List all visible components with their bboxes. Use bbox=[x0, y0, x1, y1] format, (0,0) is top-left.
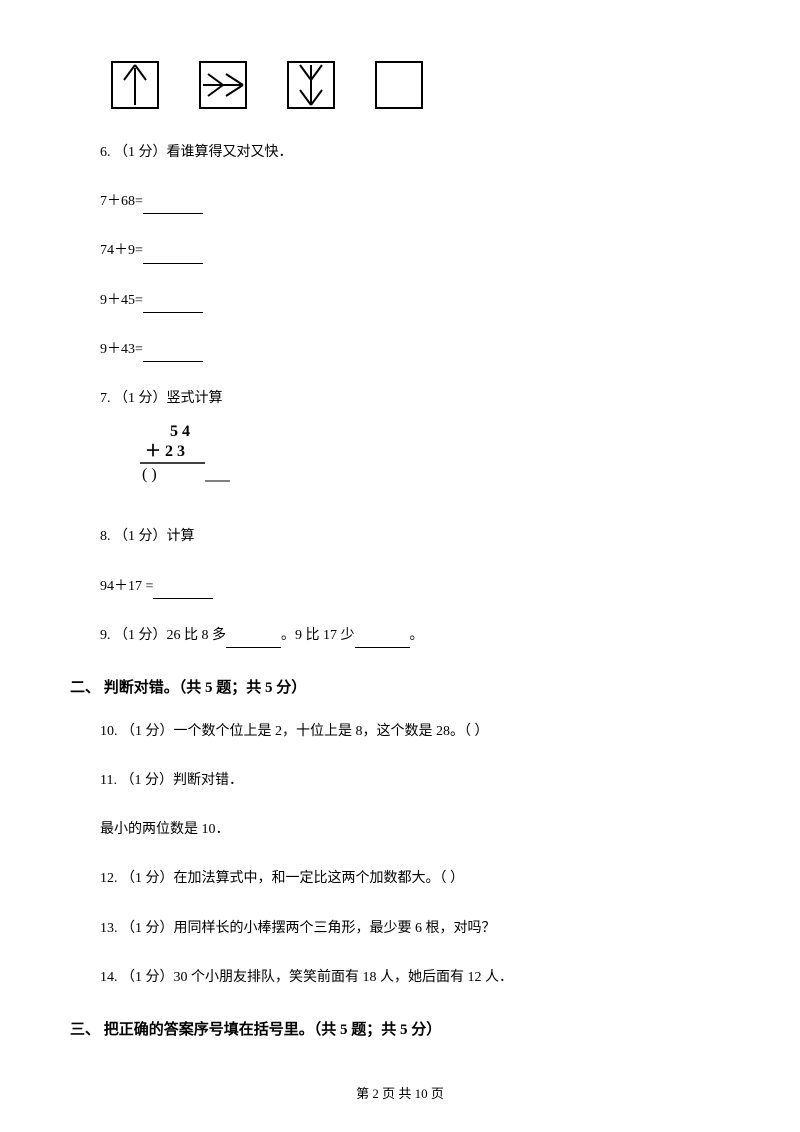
q8-label: 8. （1 分）计算 bbox=[100, 524, 730, 549]
question-11: 11. （1 分）判断对错． bbox=[100, 768, 730, 793]
calc-top: 5 4 bbox=[170, 423, 190, 440]
q11-text: 最小的两位数是 10． bbox=[100, 817, 730, 842]
question-14: 14. （1 分）30 个小朋友排队，笑笑前面有 18 人，她后面有 12 人． bbox=[100, 965, 730, 990]
q6-calc1: 7＋68= bbox=[100, 189, 730, 214]
question-7: 7. （1 分）竖式计算 5 4 ＋ 2 3 ( ) bbox=[100, 386, 730, 500]
blank-input[interactable] bbox=[153, 583, 213, 599]
blank-input[interactable] bbox=[143, 248, 203, 264]
question-8: 8. （1 分）计算 bbox=[100, 524, 730, 549]
q6-calc4: 9＋43= bbox=[100, 337, 730, 362]
vertical-calculation: 5 4 ＋ 2 3 ( ) bbox=[130, 421, 730, 500]
q6-calc2: 74＋9= bbox=[100, 238, 730, 263]
blank-input[interactable] bbox=[143, 297, 203, 313]
arrow-up-icon bbox=[110, 60, 160, 110]
blank-input[interactable] bbox=[355, 632, 410, 648]
empty-box-icon bbox=[374, 60, 424, 110]
calc-bottom: ＋ 2 3 bbox=[145, 443, 185, 460]
question-12: 12. （1 分）在加法算式中，和一定比这两个加数都大。（ ） bbox=[100, 866, 730, 891]
question-13: 13. （1 分）用同样长的小棒摆两个三角形，最少要 6 根，对吗？ bbox=[100, 916, 730, 941]
q6-label: 6. （1 分）看谁算得又对又快． bbox=[100, 140, 730, 165]
section-2-header: 二、 判断对错。（共 5 题；共 5 分） bbox=[70, 676, 730, 697]
blank-input[interactable] bbox=[226, 632, 281, 648]
q8-calc: 94＋17 = bbox=[100, 574, 730, 599]
question-10: 10. （1 分）一个数个位上是 2，十位上是 8，这个数是 28。（ ） bbox=[100, 719, 730, 744]
question-6: 6. （1 分）看谁算得又对又快． bbox=[100, 140, 730, 165]
blank-input[interactable] bbox=[143, 346, 203, 362]
q11-label: 11. （1 分）判断对错． bbox=[100, 768, 730, 793]
page-footer: 第 2 页 共 10 页 bbox=[0, 1083, 800, 1102]
question-9: 9. （1 分）26 比 8 多。9 比 17 少。 bbox=[100, 623, 730, 648]
direction-icons-row bbox=[110, 60, 730, 110]
q6-calc3: 9＋45= bbox=[100, 288, 730, 313]
q7-label: 7. （1 分）竖式计算 bbox=[100, 386, 730, 411]
arrow-down-icon bbox=[286, 60, 336, 110]
svg-text:( ): ( ) bbox=[142, 466, 157, 483]
section-3-header: 三、 把正确的答案序号填在括号里。（共 5 题；共 5 分） bbox=[70, 1018, 730, 1039]
arrow-right-icon bbox=[198, 60, 248, 110]
blank-input[interactable] bbox=[143, 198, 203, 214]
